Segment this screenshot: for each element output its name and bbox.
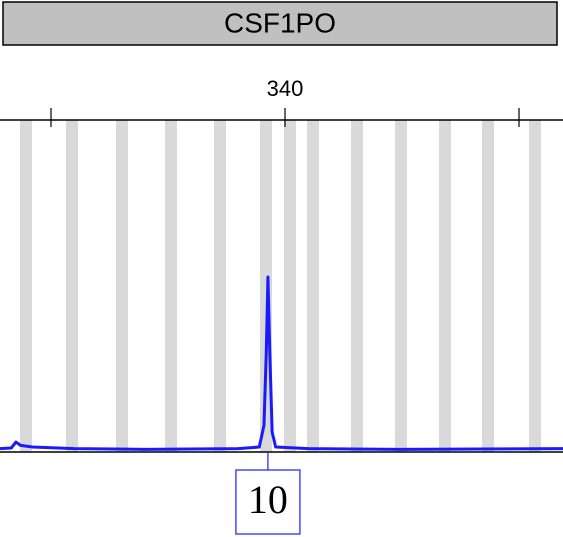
allele-bin: [66, 120, 78, 452]
allele-bin: [116, 120, 128, 452]
allele-bin: [482, 120, 494, 452]
trace: [0, 275, 563, 451]
allele-bin: [284, 120, 296, 452]
allele-bin: [20, 120, 32, 452]
allele-bin: [214, 120, 226, 452]
allele-box: [235, 469, 301, 535]
allele-label: 10: [248, 477, 288, 522]
allele-bin: [395, 120, 407, 452]
allele-bin: [165, 120, 177, 452]
title-box: [2, 1, 558, 46]
allele-bin: [307, 120, 319, 452]
allele-bin: [529, 120, 541, 452]
allele-bin: [439, 120, 451, 452]
allele-bin: [351, 120, 363, 452]
x-tick-label: 340: [267, 76, 304, 101]
chart-title: CSF1PO: [224, 7, 336, 38]
